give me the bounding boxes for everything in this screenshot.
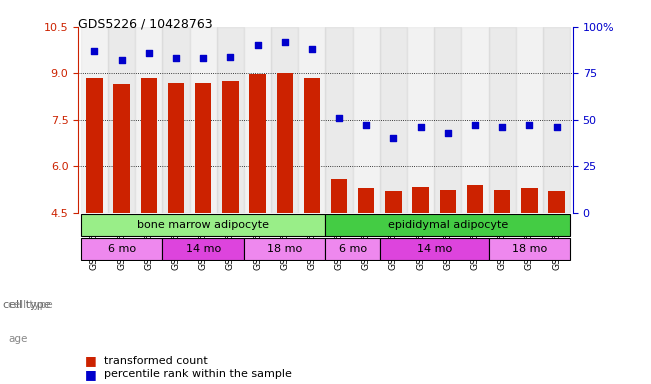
Bar (141, 78, 157, 212)
Bar (113, 84, 130, 212)
Text: ■: ■ (85, 368, 96, 381)
Bar (326, 27, 353, 212)
Text: bone marrow adipocyte: bone marrow adipocyte (137, 220, 269, 230)
Bar (413, 187, 429, 212)
Point (334, 115, 344, 121)
FancyBboxPatch shape (244, 238, 326, 260)
Text: ■: ■ (85, 354, 96, 367)
Bar (81, 27, 108, 212)
Bar (271, 27, 298, 212)
Bar (439, 190, 456, 212)
Bar (407, 27, 434, 212)
Text: 14 mo: 14 mo (186, 244, 221, 254)
Text: 6 mo: 6 mo (339, 244, 367, 254)
Text: 18 mo: 18 mo (512, 244, 547, 254)
Bar (353, 27, 380, 212)
Point (307, 46, 317, 52)
Bar (521, 189, 538, 212)
Text: 18 mo: 18 mo (267, 244, 302, 254)
Bar (244, 27, 271, 212)
Point (225, 53, 236, 60)
Bar (380, 27, 407, 212)
Bar (108, 27, 135, 212)
Text: GDS5226 / 10428763: GDS5226 / 10428763 (78, 17, 213, 30)
Bar (462, 27, 489, 212)
Bar (168, 83, 184, 212)
Bar (494, 190, 510, 212)
FancyBboxPatch shape (326, 214, 570, 236)
Bar (516, 27, 543, 212)
Bar (135, 27, 162, 212)
Bar (277, 73, 293, 212)
Text: epididymal adipocyte: epididymal adipocyte (388, 220, 508, 230)
FancyBboxPatch shape (380, 238, 489, 260)
Point (551, 124, 562, 130)
Bar (87, 78, 103, 212)
FancyBboxPatch shape (326, 238, 380, 260)
Text: age: age (8, 334, 28, 344)
Point (361, 122, 372, 128)
Bar (467, 185, 483, 212)
Text: cell type: cell type (3, 300, 51, 310)
Text: cell type: cell type (8, 300, 53, 310)
Bar (249, 74, 266, 212)
Bar (548, 191, 564, 212)
Point (497, 124, 507, 130)
Point (470, 122, 480, 128)
Bar (543, 27, 570, 212)
Text: 14 mo: 14 mo (417, 244, 452, 254)
Point (524, 122, 534, 128)
Point (144, 50, 154, 56)
Bar (358, 188, 374, 212)
Bar (385, 192, 402, 212)
Point (171, 55, 181, 61)
Text: percentile rank within the sample: percentile rank within the sample (104, 369, 292, 379)
FancyBboxPatch shape (81, 214, 326, 236)
FancyBboxPatch shape (489, 238, 570, 260)
Bar (434, 27, 462, 212)
Point (279, 39, 290, 45)
Point (89, 48, 100, 54)
Point (198, 55, 208, 61)
FancyBboxPatch shape (162, 238, 244, 260)
Point (415, 124, 426, 130)
Bar (489, 27, 516, 212)
Point (443, 130, 453, 136)
Bar (162, 27, 189, 212)
Text: transformed count: transformed count (104, 356, 208, 366)
Point (253, 42, 263, 48)
Bar (189, 27, 217, 212)
Bar (298, 27, 326, 212)
Bar (304, 78, 320, 212)
Text: 6 mo: 6 mo (107, 244, 135, 254)
Bar (331, 179, 347, 212)
Bar (195, 83, 212, 212)
Bar (217, 27, 244, 212)
Point (388, 135, 398, 141)
Bar (222, 81, 238, 212)
FancyBboxPatch shape (81, 238, 162, 260)
Point (117, 57, 127, 63)
